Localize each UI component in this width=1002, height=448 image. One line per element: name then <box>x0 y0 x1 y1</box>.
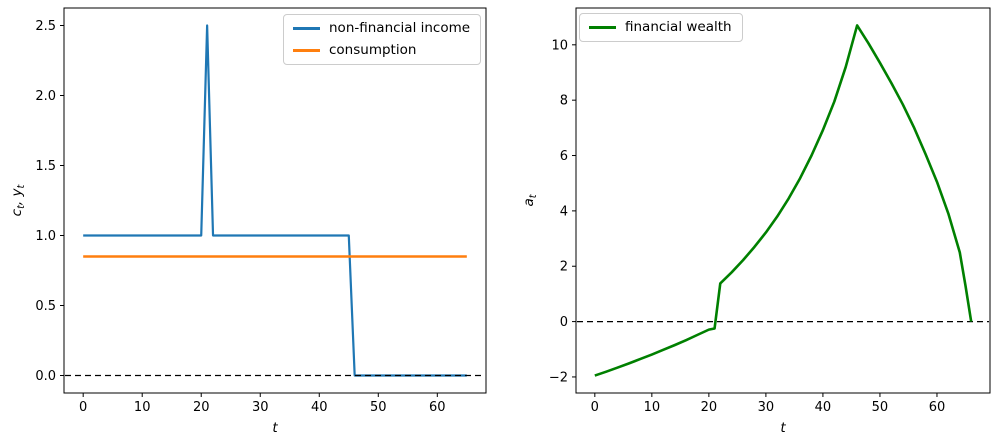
right-x-tick-label: 40 <box>815 400 832 415</box>
left-y-tick-label: 0.0 <box>35 369 56 384</box>
right-y-tick-label: 6 <box>560 149 568 164</box>
left-y-tick-label: 0.5 <box>35 299 56 314</box>
left-y-tick-label: 2.5 <box>35 19 56 34</box>
legend-line-sample <box>293 49 320 52</box>
right-x-tick-label: 30 <box>758 400 775 415</box>
left-x-tick-label: 40 <box>311 400 328 415</box>
right-plot-border <box>575 7 991 394</box>
left-axes: 0 10 20 30 40 50 60 0.0 0.5 1.0 1.5 2.0 2.5 t ct​, yt​ <box>9 7 487 436</box>
right-x-tick-label: 60 <box>929 400 946 415</box>
left-x-axis-label: t <box>272 420 278 436</box>
right-axes: 0 10 20 30 40 50 60 −2 0 2 4 6 8 10 t at​ <box>521 7 991 436</box>
legend-line-sample <box>293 27 320 30</box>
left-plot-border <box>63 7 487 394</box>
legend-label: financial wealth <box>625 19 732 35</box>
left-x-tick-label: 0 <box>79 400 87 415</box>
right-x-tick-label: 50 <box>872 400 889 415</box>
legend-line-sample <box>589 26 616 29</box>
right-y-axis-label: at​ <box>521 193 539 206</box>
right-x-tick-label: 10 <box>644 400 661 415</box>
series-line-financial-wealth <box>594 24 973 377</box>
right-legend: financial wealth <box>579 13 743 42</box>
right-x-axis-label: t <box>780 420 786 436</box>
legend-label: consumption <box>329 42 417 58</box>
left-legend: non-financial income consumption <box>283 14 482 65</box>
left-x-tick-label: 30 <box>252 400 269 415</box>
legend-entry: non-financial income <box>293 20 470 37</box>
right-y-tick-label: −2 <box>549 370 568 385</box>
right-x-tick-label: 0 <box>591 400 599 415</box>
right-y-tick-label: 0 <box>560 315 568 330</box>
legend-entry: consumption <box>293 42 470 59</box>
left-y-axis-label: ct​, yt​ <box>9 183 27 216</box>
right-y-tick-label: 10 <box>551 38 568 53</box>
left-y-tick-label: 1.0 <box>35 229 56 244</box>
legend-label: non-financial income <box>329 20 471 36</box>
left-x-tick-label: 10 <box>134 400 151 415</box>
left-y-tick-label: 1.5 <box>35 159 56 174</box>
series-line-non-financial-income <box>83 24 467 377</box>
right-y-tick-label: 4 <box>560 204 568 219</box>
right-y-tick-label: 8 <box>560 94 568 109</box>
left-x-tick-label: 50 <box>370 400 387 415</box>
right-x-tick-label: 20 <box>701 400 718 415</box>
legend-entry: financial wealth <box>589 19 732 36</box>
left-y-tick-label: 2.0 <box>35 89 56 104</box>
left-x-tick-label: 20 <box>193 400 210 415</box>
right-y-tick-label: 2 <box>560 260 568 275</box>
left-x-tick-label: 60 <box>429 400 446 415</box>
